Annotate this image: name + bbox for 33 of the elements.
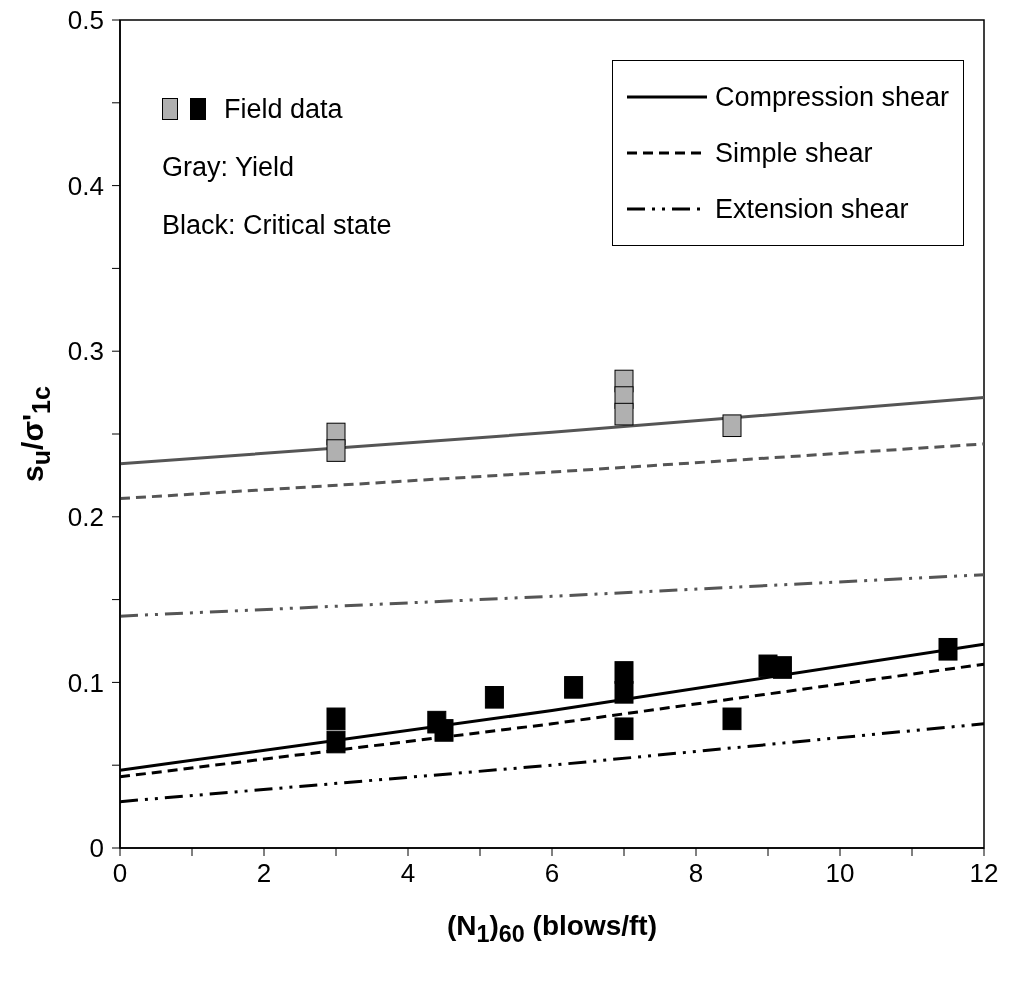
point bbox=[484, 686, 504, 709]
point bbox=[326, 439, 346, 462]
y-tick-label: 0.3 bbox=[67, 336, 104, 367]
point bbox=[564, 676, 584, 699]
y-tick-label: 0.2 bbox=[67, 502, 104, 533]
x-tick-label: 6 bbox=[544, 858, 560, 889]
legend-label: Extension shear bbox=[714, 193, 909, 225]
point bbox=[722, 414, 742, 438]
x-tick-label: 2 bbox=[256, 858, 272, 889]
point bbox=[326, 707, 346, 731]
y-tick-label: 0.4 bbox=[67, 170, 104, 201]
point bbox=[938, 637, 958, 661]
legend-label: Simple shear bbox=[714, 137, 873, 169]
point bbox=[614, 661, 634, 684]
x-tick-label: 8 bbox=[688, 858, 704, 889]
y-tick-label: 0 bbox=[89, 833, 104, 864]
x-tick-label: 4 bbox=[400, 858, 416, 889]
annotation: Field data bbox=[224, 93, 343, 125]
point bbox=[722, 707, 742, 731]
point bbox=[614, 681, 634, 704]
point bbox=[326, 730, 346, 754]
annotation: Gray: Yield bbox=[162, 151, 295, 183]
point bbox=[614, 402, 634, 426]
y-tick-label: 0.1 bbox=[67, 667, 104, 698]
x-tick-label: 10 bbox=[825, 858, 855, 889]
x-axis-title: (N$_{1}$)$_{60}$ (blows/ft) bbox=[446, 910, 658, 948]
legend-label: Compression shear bbox=[714, 81, 949, 113]
annotation: Black: Critical state bbox=[162, 209, 392, 241]
x-tick-label: 12 bbox=[969, 858, 999, 889]
point bbox=[772, 656, 792, 679]
y-tick-label: 0.5 bbox=[67, 5, 104, 36]
point bbox=[614, 717, 634, 741]
x-tick-label: 0 bbox=[112, 858, 128, 889]
